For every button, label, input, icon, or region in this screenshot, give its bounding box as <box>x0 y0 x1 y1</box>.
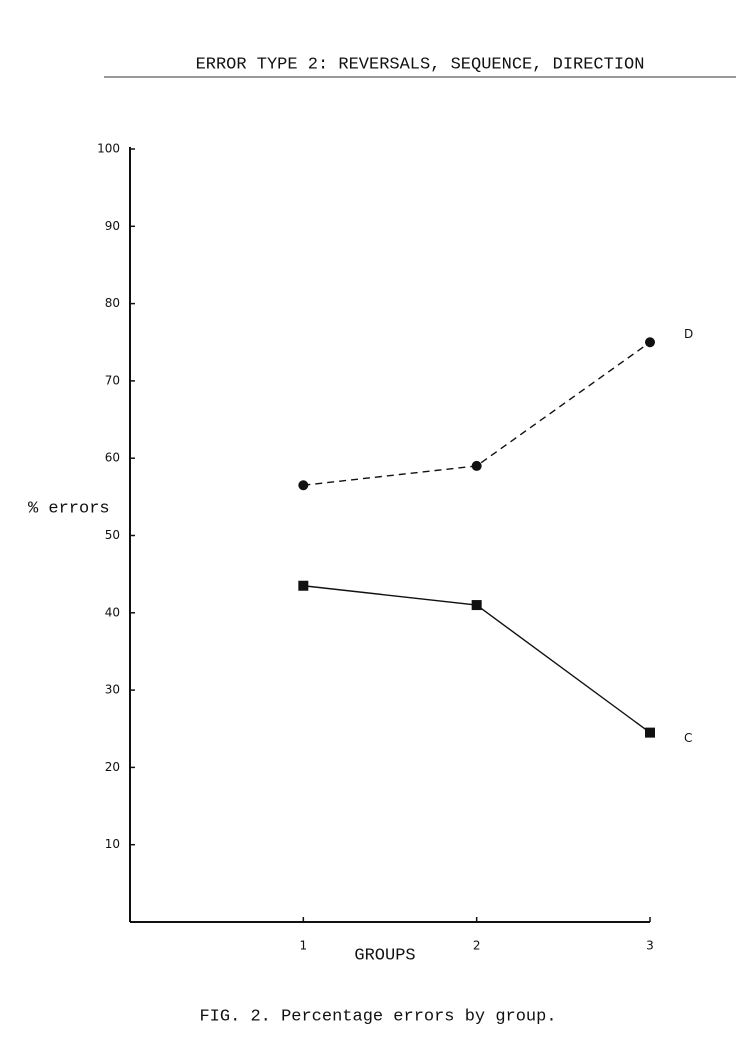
series-label: D <box>684 327 693 341</box>
x-tick-label: 1 <box>300 939 308 953</box>
y-tick-label: 90 <box>105 219 120 233</box>
marker <box>645 727 655 738</box>
x-tick-label: 2 <box>473 939 481 953</box>
x-tick-label: 3 <box>646 939 654 953</box>
x-axis-label: GROUPS <box>354 946 415 965</box>
chart-title: ERROR TYPE 2: REVERSALS, SEQUENCE, DIREC… <box>196 55 645 74</box>
series-label: C <box>684 731 692 745</box>
y-tick-label: 70 <box>105 373 120 387</box>
y-tick-label: 10 <box>105 837 120 851</box>
marker <box>298 480 309 491</box>
y-tick-label: 60 <box>105 451 120 465</box>
y-tick-label: 40 <box>105 605 120 619</box>
y-tick-label: 30 <box>105 683 120 697</box>
y-tick-label: 50 <box>105 528 120 542</box>
marker <box>471 460 482 471</box>
marker <box>645 337 655 348</box>
y-tick-label: 100 <box>97 142 120 156</box>
y-axis-label: % errors <box>28 499 110 518</box>
marker <box>298 580 309 591</box>
y-tick-label: 80 <box>105 296 120 310</box>
caption: FIG. 2. Percentage errors by group. <box>199 1007 556 1026</box>
y-tick-label: 20 <box>105 760 120 774</box>
marker <box>471 600 482 611</box>
